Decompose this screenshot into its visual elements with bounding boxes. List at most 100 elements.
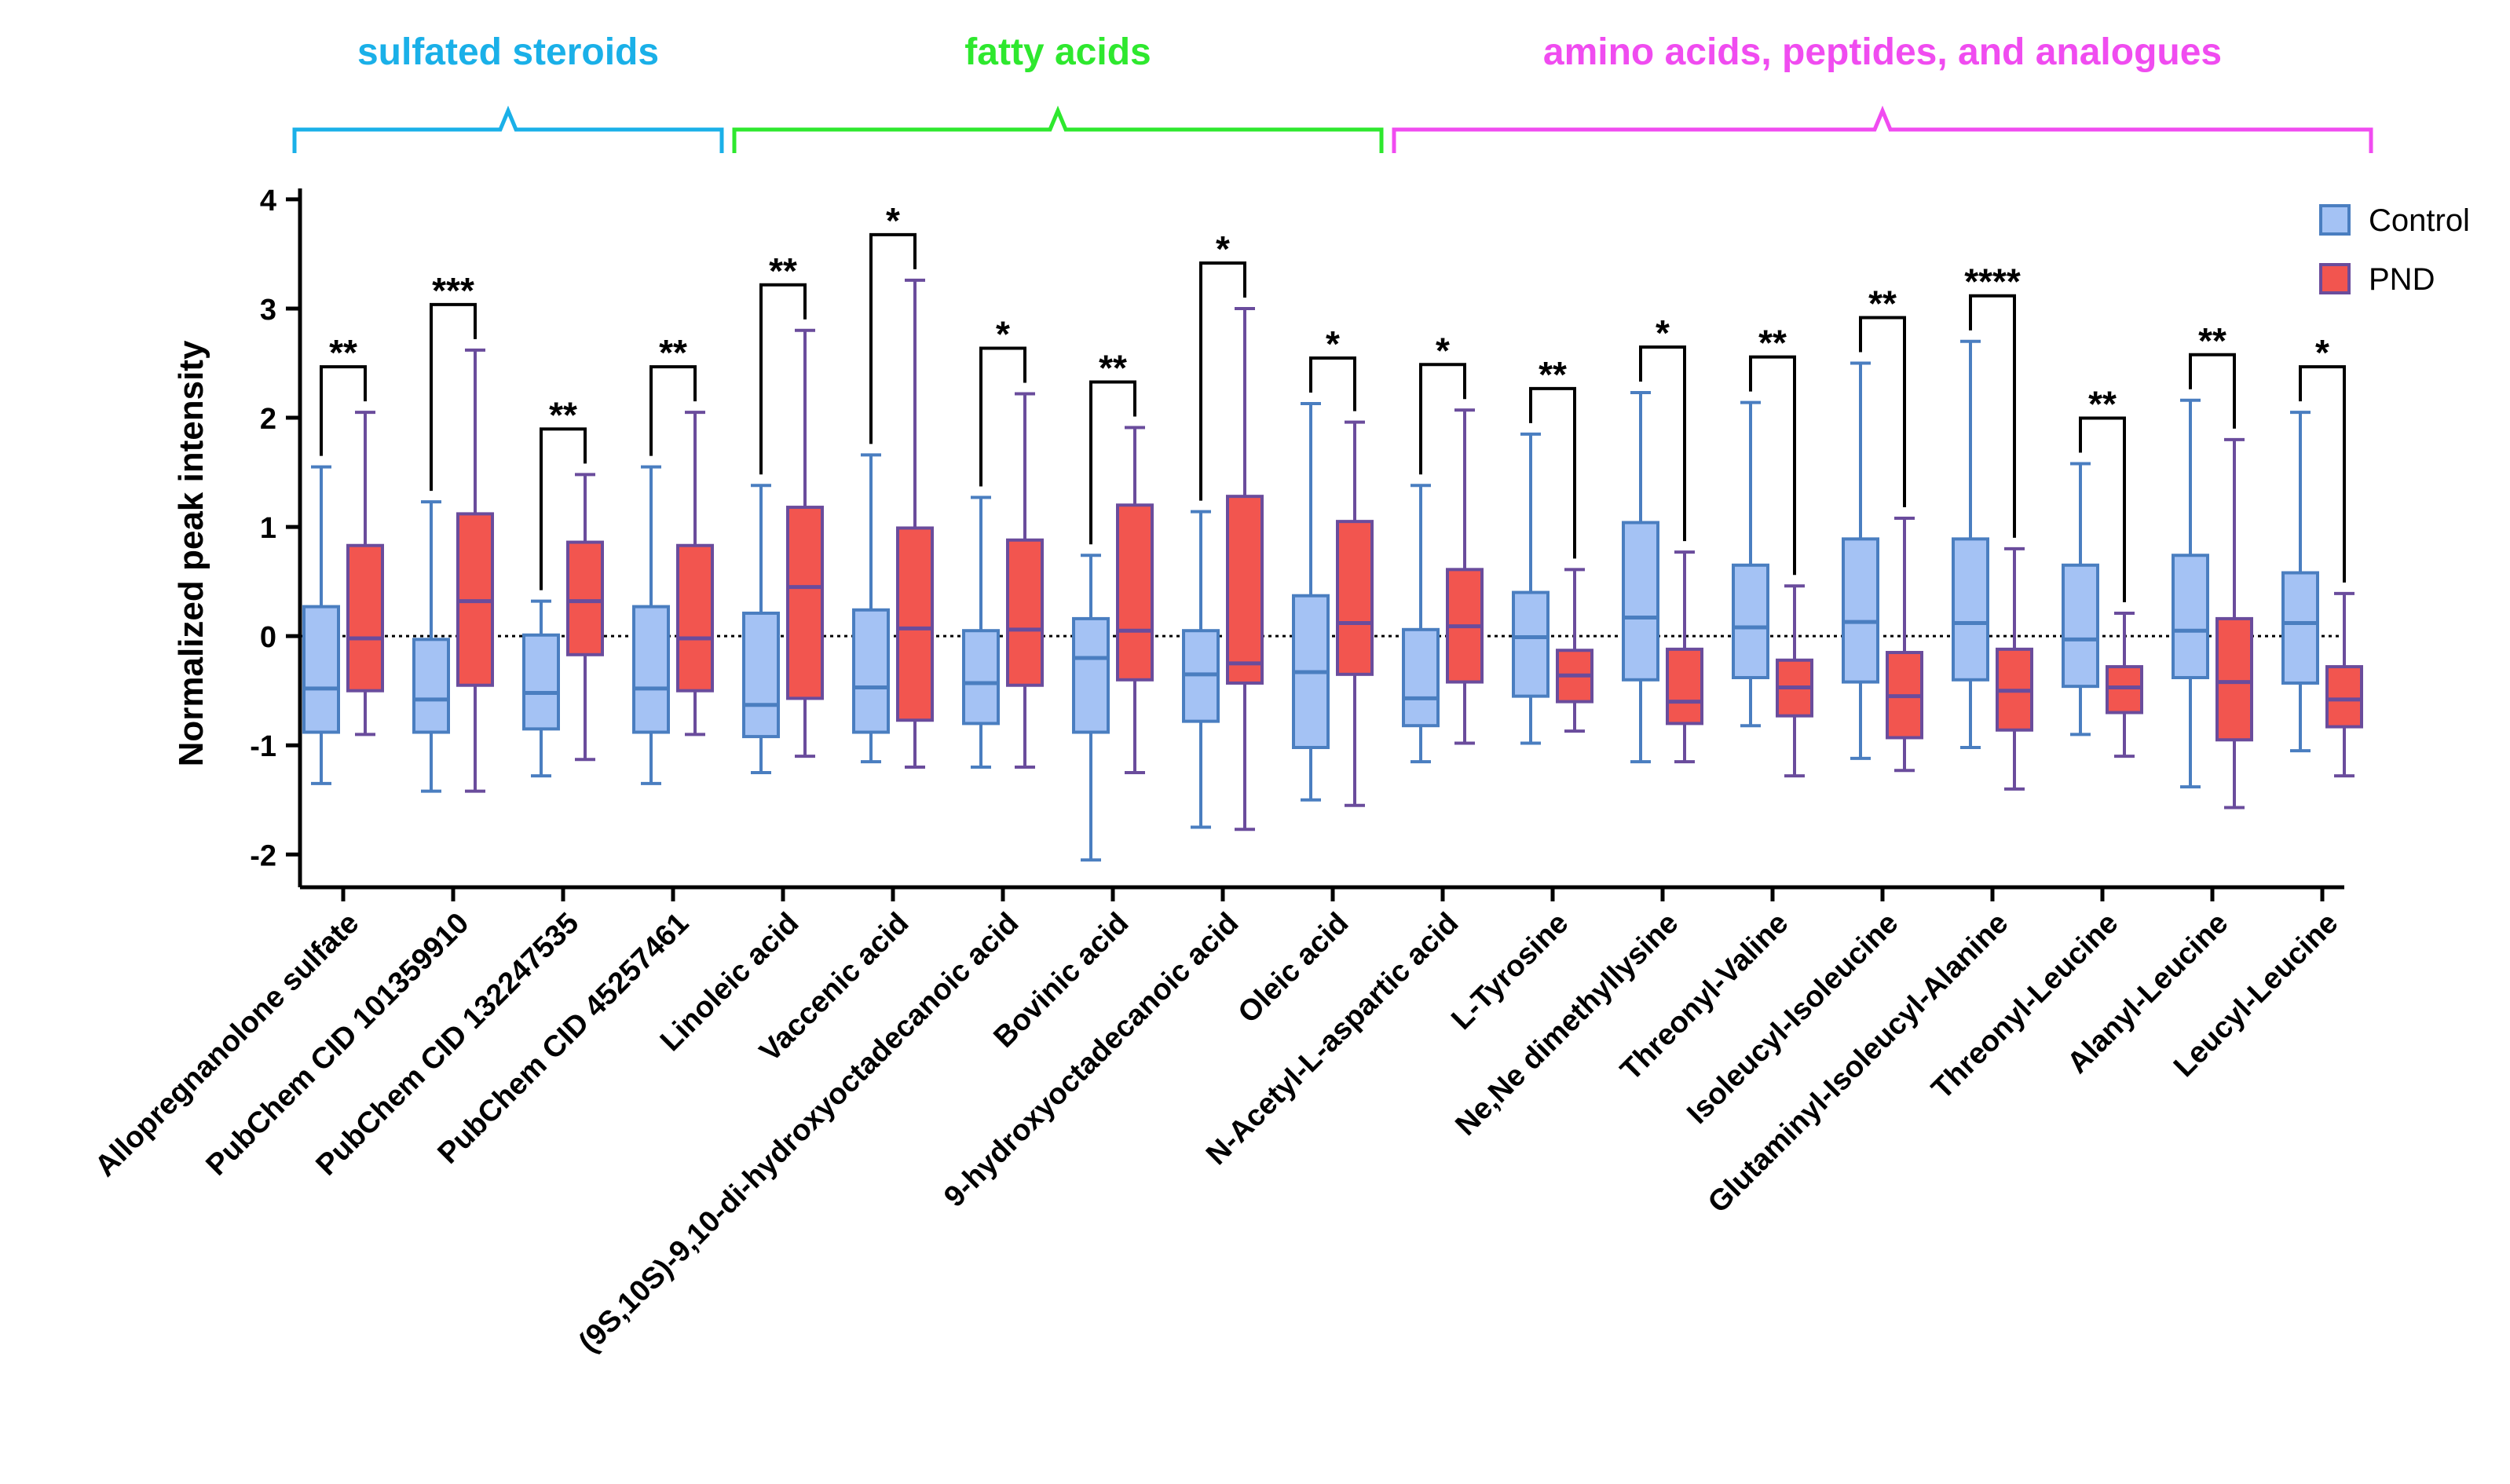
group-brace: [292, 105, 724, 153]
y-tick-label: 2: [260, 403, 276, 436]
significance-label: **: [659, 332, 687, 373]
pnd-box: [1446, 408, 1484, 745]
group-brace: [732, 105, 1384, 153]
significance-label: *: [886, 200, 900, 241]
significance-bracket: [320, 365, 367, 456]
significance-bracket: [1749, 355, 1796, 576]
pnd-box: [456, 348, 494, 793]
pnd-box: [1996, 546, 2033, 791]
significance-bracket: [2189, 353, 2236, 429]
significance-label: *: [996, 313, 1010, 354]
y-axis-label: Normalized peak intensity: [172, 340, 210, 766]
significance-bracket: [1639, 345, 1686, 542]
significance-bracket: [1859, 316, 1906, 507]
pnd-box: [1006, 392, 1044, 769]
pnd-box-body: [1116, 503, 1154, 682]
pnd-box: [1776, 584, 1813, 778]
control-box-body: [2281, 571, 2319, 685]
group-label: sulfated steroids: [357, 31, 659, 73]
pnd-box-body: [2215, 616, 2253, 742]
significance-label: **: [2088, 383, 2117, 424]
pnd-box-body: [2106, 665, 2143, 715]
significance-bracket: [1419, 363, 1466, 475]
pnd-box-body: [676, 543, 714, 693]
pnd-box-body: [566, 540, 604, 656]
control-box-body: [1402, 627, 1440, 728]
group-label: fatty acids: [964, 31, 1151, 73]
pnd-box-body: [1336, 520, 1374, 676]
control-box: [412, 500, 450, 793]
control-box-body: [302, 605, 340, 734]
group-label: amino acids, peptides, and analogues: [1543, 31, 2222, 73]
pnd-box: [676, 411, 714, 737]
x-category-label: Isoleucyl-Isoleucine: [1681, 907, 1904, 1131]
significance-label: **: [329, 332, 357, 373]
control-box: [1842, 361, 1879, 760]
pnd-box: [1556, 568, 1593, 733]
legend-label-control: Control: [2369, 203, 2470, 238]
y-tick-label: 1: [260, 512, 276, 545]
significance-bracket: [979, 346, 1026, 487]
significance-label: **: [1099, 348, 1127, 389]
significance-label: **: [549, 394, 577, 435]
control-box-body: [522, 633, 560, 731]
legend-label-pnd: PND: [2369, 262, 2435, 297]
control-box-body: [962, 629, 1000, 726]
pnd-box: [1336, 420, 1374, 807]
control-box: [1402, 484, 1440, 764]
pnd-box-body: [346, 543, 384, 693]
control-box: [1072, 554, 1110, 862]
pnd-box-body: [1666, 647, 1703, 726]
y-tick-label: -2: [250, 839, 276, 872]
control-box: [522, 599, 560, 778]
significance-label: **: [2198, 320, 2226, 361]
pnd-box-body: [786, 506, 824, 700]
significance-bracket: [869, 232, 917, 444]
significance-bracket: [649, 365, 697, 456]
control-box: [2062, 462, 2099, 737]
significance-label: **: [1539, 354, 1567, 395]
legend-swatch-control: [2319, 204, 2351, 236]
significance-bracket: [2079, 416, 2126, 602]
significance-label: *: [1436, 330, 1450, 371]
control-box-body: [1622, 521, 1659, 682]
control-box-body: [1952, 537, 1989, 682]
control-box-body: [742, 611, 780, 739]
legend: Control PND: [2319, 203, 2470, 297]
pnd-box-body: [2325, 665, 2363, 729]
control-box: [302, 465, 340, 785]
control-box: [1512, 432, 1550, 745]
pnd-box-body: [1226, 495, 1264, 685]
significance-bracket: [540, 427, 587, 590]
control-box-body: [1072, 616, 1110, 734]
pnd-box: [346, 411, 384, 737]
control-box: [1952, 339, 1989, 749]
significance-bracket: [430, 302, 477, 492]
box-series: [302, 278, 2363, 862]
pnd-box-body: [896, 526, 934, 722]
pnd-box: [786, 328, 824, 758]
control-box: [1732, 400, 1769, 728]
significance-label: ****: [1964, 261, 2021, 302]
significance-label: **: [769, 250, 797, 291]
pnd-box: [566, 473, 604, 762]
significance-label: ***: [432, 270, 474, 311]
group-brace: [1392, 105, 2373, 153]
significance-bracket: [1969, 294, 2016, 538]
significance-label: **: [1868, 283, 1897, 324]
x-category-label: Ne,Ne dimethyllysine: [1449, 907, 1685, 1142]
pnd-box: [896, 278, 934, 769]
significance-bracket: [1089, 380, 1136, 545]
y-tick-label: -1: [250, 730, 276, 763]
pnd-box: [1226, 306, 1264, 832]
x-category-label: Threonyl-Leucine: [1926, 907, 2125, 1106]
significance-label: **: [1758, 323, 1787, 364]
pnd-box: [1886, 516, 1923, 773]
control-box-body: [2172, 554, 2209, 679]
significance-bracket: [1199, 261, 1246, 501]
significance-bracket: [759, 283, 807, 475]
significance-bracket: [1529, 386, 1576, 559]
significance-label: *: [2315, 332, 2329, 373]
